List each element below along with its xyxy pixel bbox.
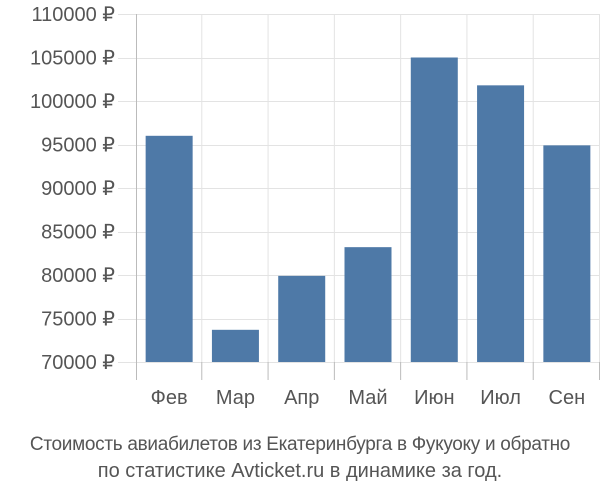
y-tick-label: 110000 ₽ [31,4,115,26]
x-axis: Фев Мар Апр Май Июн Июл Сен [151,362,600,409]
x-tick-label: Июл [480,387,521,409]
x-tick-label: Фев [151,387,188,409]
chart-caption-line-2: по статистике Avticket.ru в динамике за … [97,460,503,482]
y-axis: 110000 ₽ 105000 ₽ 100000 ₽ 95000 ₽ 90000 ₽ 85… [30,4,137,380]
x-tick-label: Апр [284,387,319,409]
bar [477,85,525,362]
bar [543,145,591,362]
chart-caption-line-1: Стоимость авиабилетов из Екатеринбурга в… [29,434,571,455]
bar [410,57,458,362]
x-tick-label: Сен [549,387,586,409]
y-tick-label: 95000 ₽ [41,135,115,157]
y-tick-label: 80000 ₽ [41,265,115,287]
y-tick-label: 75000 ₽ [41,309,115,331]
y-tick-label: 90000 ₽ [41,178,115,200]
bar [278,275,326,362]
bars [145,57,591,362]
y-tick-label: 105000 ₽ [30,48,115,70]
bar-chart: 110000 ₽ 105000 ₽ 100000 ₽ 95000 ₽ 90000 ₽ 85… [30,4,600,409]
bar [145,135,193,362]
x-tick-label: Июн [414,387,454,409]
x-tick-label: Май [348,387,387,409]
bar [211,329,259,362]
y-tick-label: 70000 ₽ [41,352,115,374]
x-tick-label: Мар [216,387,255,409]
y-tick-label: 100000 ₽ [30,91,115,113]
y-tick-label: 85000 ₽ [41,222,115,244]
bar [344,247,392,362]
